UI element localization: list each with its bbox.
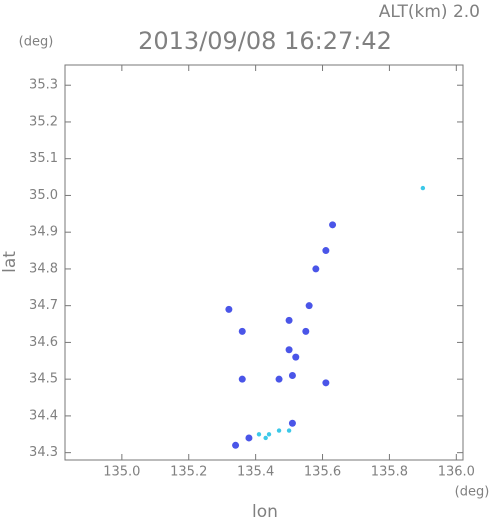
y-tick-label: 35.2 <box>29 114 58 129</box>
x-tick-label: 135.8 <box>371 465 408 480</box>
echo-point <box>285 346 293 354</box>
y-tick-label: 35.0 <box>29 188 58 203</box>
echo-point <box>263 435 268 441</box>
echo-point <box>225 305 233 313</box>
y-tick-label: 34.8 <box>29 261 58 276</box>
echo-point <box>238 375 246 383</box>
chart-title: 2013/09/08 16:27:42 <box>138 27 392 55</box>
echo-point <box>305 302 313 310</box>
echo-point <box>329 221 337 229</box>
x-tick-label: 136.0 <box>438 465 475 480</box>
x-axis-label: lon <box>252 502 278 521</box>
x-unit: (deg) <box>455 485 490 500</box>
echo-point <box>292 353 300 361</box>
plot-frame <box>64 64 464 461</box>
echo-point <box>266 432 272 437</box>
echo-point <box>288 371 296 379</box>
echo-point <box>232 441 240 449</box>
y-tick-label: 34.5 <box>29 372 58 387</box>
y-tick-label: 34.7 <box>29 298 58 313</box>
echo-point <box>302 327 310 335</box>
y-tick-label: 34.6 <box>29 335 58 350</box>
echo-point <box>238 327 246 335</box>
echo-point <box>275 375 283 383</box>
y-unit: (deg) <box>19 35 54 50</box>
echo-point <box>322 247 330 255</box>
y-tick-label: 34.9 <box>29 225 58 240</box>
x-tick-label: 135.0 <box>103 465 140 480</box>
x-tick-label: 135.4 <box>237 465 274 480</box>
echo-point <box>286 428 292 433</box>
echo-point <box>312 265 320 273</box>
echo-point <box>288 419 296 427</box>
echo-point <box>256 432 262 437</box>
y-tick-label: 34.4 <box>29 408 58 423</box>
y-tick-label: 35.1 <box>29 151 58 166</box>
altitude-label: ALT(km) 2.0 <box>379 2 480 22</box>
echo-point <box>285 316 293 324</box>
echo-point <box>276 428 282 433</box>
y-axis-label: lat <box>0 251 20 273</box>
x-tick-label: 135.2 <box>170 465 207 480</box>
x-tick-label: 135.6 <box>304 465 341 480</box>
echo-point <box>420 185 426 191</box>
y-tick-label: 34.3 <box>29 445 58 460</box>
y-tick-label: 35.3 <box>29 78 58 93</box>
echo-point <box>322 379 330 387</box>
echo-point <box>245 434 253 442</box>
